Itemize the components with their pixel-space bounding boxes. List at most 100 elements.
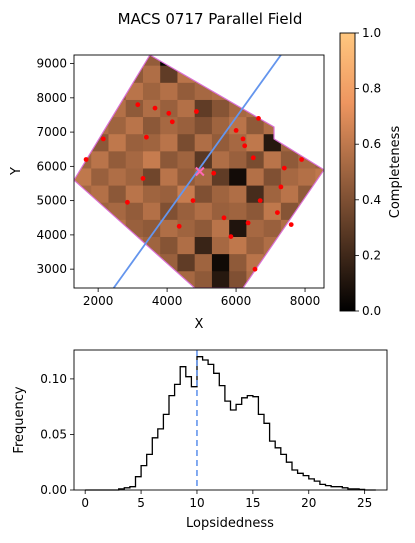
heatmap-cell (194, 236, 213, 255)
heatmap-cell (160, 150, 178, 169)
heatmap-cell (125, 270, 144, 288)
heatmap-cell (177, 150, 196, 169)
heatmap-cell (91, 65, 109, 83)
y-tick-label: 7000 (36, 125, 67, 139)
heatmap-cell (125, 168, 144, 186)
heatmap-cell (125, 202, 144, 220)
heatmap-cell (298, 202, 316, 220)
heatmap-cell (177, 55, 196, 66)
heatmap-cell (194, 253, 213, 272)
heatmap-cell (91, 185, 109, 203)
source-point (299, 157, 304, 162)
heatmap-cell (108, 219, 127, 237)
y-tick-label: 6000 (36, 159, 67, 173)
x-tick-label: 15 (245, 496, 260, 510)
heatmap-cell (298, 219, 316, 237)
heatmap-cell (298, 55, 316, 66)
heatmap-cell (91, 150, 109, 169)
heatmap-cell (263, 219, 282, 237)
source-point (233, 127, 239, 133)
source-point (152, 105, 158, 111)
colorbar-tick-label: 1.0 (362, 26, 381, 40)
heatmap-cell (160, 253, 178, 272)
x-tick-label: 5 (137, 496, 145, 510)
y-tick-label: 8000 (36, 91, 67, 105)
heatmap-cell (298, 99, 316, 118)
heatmap-cell (246, 99, 265, 118)
heatmap-cell (177, 99, 196, 118)
heatmap-cell (298, 253, 316, 272)
lopsidedness-histogram (73, 349, 388, 491)
heatmap-cell (125, 55, 144, 66)
heatmap-cell (74, 202, 92, 220)
source-point (194, 109, 199, 114)
x-tick-label: 4000 (152, 294, 183, 308)
colorbar-tick-label: 0.0 (362, 304, 381, 318)
y-tick-label: 0.00 (40, 483, 67, 497)
heatmap-cell (108, 116, 127, 135)
heatmap-cell (194, 55, 213, 66)
heatmap-cell (229, 55, 247, 66)
heatmap-cell (91, 55, 109, 66)
heatmap-cell (74, 116, 92, 135)
colorbar (339, 32, 356, 312)
heatmap-cell (211, 82, 230, 100)
heatmap-cell (211, 116, 230, 135)
source-point (256, 116, 261, 121)
heatmap-cell (280, 185, 299, 203)
heatmap-cell (280, 270, 299, 288)
source-point (125, 199, 130, 205)
heatmap-cell (74, 99, 92, 118)
heatmap-cell (177, 116, 196, 135)
center-marker (195, 166, 205, 177)
heatmap-cell (108, 150, 127, 169)
colorbar-tick-label: 0.4 (362, 193, 381, 207)
heatmap-cell (263, 82, 282, 100)
heatmap-cell (108, 65, 127, 83)
heatmap-cell (229, 236, 247, 255)
y-tick-label: 0.05 (40, 427, 67, 441)
heatmap-cell (160, 236, 178, 255)
heatmap-cell (108, 82, 127, 100)
heatmap-cell (125, 116, 144, 135)
source-point (278, 184, 284, 190)
heatmap-cell (246, 219, 265, 237)
heatmap-cell (211, 253, 230, 272)
heatmap-cell (263, 270, 282, 288)
heatmap-cell (211, 168, 230, 186)
heatmap-cell (142, 185, 161, 203)
heatmap-cell (177, 133, 196, 152)
hist-frame (73, 349, 388, 491)
heatmap-cell (74, 65, 92, 83)
heatmap-cell (108, 55, 127, 66)
source-point (190, 198, 196, 204)
heatmap-cell (91, 116, 109, 135)
heatmap-cell (229, 185, 247, 203)
heatmap-cell (194, 99, 213, 118)
source-point (228, 234, 234, 240)
heatmap-cell (125, 185, 144, 203)
heatmap-cell (142, 202, 161, 220)
heatmap-cell (194, 185, 213, 203)
source-point (221, 215, 227, 221)
colorbar-tick-label: 0.6 (362, 137, 381, 151)
source-point (281, 165, 287, 171)
heatmap-cell (298, 270, 316, 288)
heatmap-cell (298, 133, 316, 152)
heatmap-cell (142, 55, 161, 66)
y-tick-label: 4000 (36, 228, 67, 242)
hist-y-label: Frequency (12, 386, 27, 453)
heatmap-cell (142, 168, 161, 186)
heatmap-cell (160, 219, 178, 237)
heatmap-cell (160, 65, 178, 83)
source-point (176, 223, 182, 229)
heatmap-cell (91, 253, 109, 272)
map-y-label: Y (9, 167, 24, 176)
heatmap-cell (142, 236, 161, 255)
heatmap-cell (280, 82, 299, 100)
heatmap-cell (246, 65, 265, 83)
colorbar-tick-label: 0.8 (362, 82, 381, 96)
source-point (252, 266, 258, 272)
heatmap-cell (263, 133, 282, 152)
